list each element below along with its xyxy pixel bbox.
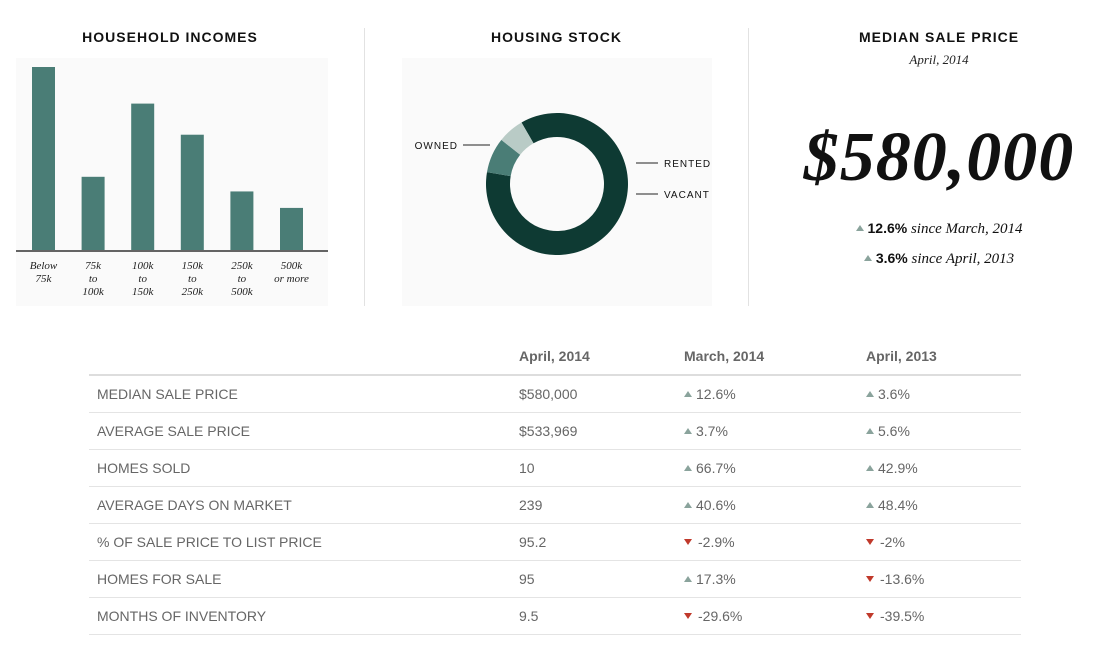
down-arrow-icon bbox=[684, 539, 692, 545]
cell-april-2014: $580,000 bbox=[519, 375, 684, 413]
change-value: 5.6% bbox=[878, 423, 910, 439]
change-value: 42.9% bbox=[878, 460, 918, 476]
household-incomes-title: HOUSEHOLD INCOMES bbox=[82, 29, 258, 45]
income-tick-label: 250k to 500k bbox=[231, 260, 254, 298]
change-value: 3.6% bbox=[878, 386, 910, 402]
cell-march-2014: 66.7% bbox=[684, 449, 866, 487]
down-arrow-icon bbox=[866, 539, 874, 545]
up-arrow-icon bbox=[684, 502, 692, 508]
cell-april-2013: 42.9% bbox=[866, 449, 1021, 487]
cell-april-2013: 48.4% bbox=[866, 486, 1021, 524]
up-arrow-icon bbox=[684, 428, 692, 434]
cell-march-2014: -2.9% bbox=[684, 523, 866, 561]
change-value: -2.9% bbox=[698, 534, 735, 550]
change-value: 12.6% bbox=[867, 220, 908, 236]
column-header-april-2013: April, 2013 bbox=[866, 338, 1021, 376]
down-arrow-icon bbox=[866, 613, 874, 619]
median-sale-price-date: April, 2014 bbox=[909, 52, 969, 67]
up-arrow-icon bbox=[866, 428, 874, 434]
change-value: -39.5% bbox=[880, 608, 925, 624]
cell-march-2014: -29.6% bbox=[684, 597, 866, 635]
change-value: 40.6% bbox=[696, 497, 736, 513]
table-row: AVERAGE SALE PRICE $533,969 3.7% 5.6% bbox=[89, 412, 1021, 450]
cell-april-2013: 3.6% bbox=[866, 375, 1021, 413]
row-label: HOMES FOR SALE bbox=[89, 560, 519, 598]
median-sale-price-title: MEDIAN SALE PRICE bbox=[858, 29, 1020, 45]
change-value: 17.3% bbox=[696, 571, 736, 587]
change-value: -29.6% bbox=[698, 608, 743, 624]
up-arrow-icon bbox=[684, 465, 692, 471]
up-arrow-icon bbox=[863, 255, 872, 261]
row-label: HOMES SOLD bbox=[89, 449, 519, 487]
change-value: 12.6% bbox=[696, 386, 736, 402]
income-bar bbox=[280, 207, 303, 250]
table-row: MONTHS OF INVENTORY 9.5 -29.6% -39.5% bbox=[89, 597, 1021, 635]
table-row: % OF SALE PRICE TO LIST PRICE 95.2 -2.9% -2… bbox=[89, 523, 1021, 561]
change-value: 3.7% bbox=[696, 423, 728, 439]
change-value: 3.6% bbox=[875, 250, 908, 266]
up-arrow-icon bbox=[866, 391, 874, 397]
table-row: HOMES FOR SALE 95 17.3% -13.6% bbox=[89, 560, 1021, 598]
up-arrow-icon bbox=[866, 502, 874, 508]
table-row: MEDIAN SALE PRICE $580,000 12.6% 3.6% bbox=[89, 375, 1021, 413]
median-change-yearly: 3.6% since April, 2013 bbox=[750, 250, 1118, 268]
income-tick-label: Below 75k bbox=[30, 260, 58, 285]
up-arrow-icon bbox=[684, 576, 692, 582]
up-arrow-icon bbox=[684, 391, 692, 397]
cell-april-2013: -13.6% bbox=[866, 560, 1021, 598]
column-header-april-2014: April, 2014 bbox=[519, 338, 684, 376]
cell-april-2013: 5.6% bbox=[866, 412, 1021, 450]
income-bar bbox=[81, 176, 105, 250]
cell-march-2014: 12.6% bbox=[684, 375, 866, 413]
change-text: since April, 2013 bbox=[911, 251, 1015, 267]
income-bar bbox=[230, 191, 254, 250]
median-change-monthly: 12.6% since March, 2014 bbox=[750, 220, 1118, 238]
cell-march-2014: 3.7% bbox=[684, 412, 866, 450]
down-arrow-icon bbox=[866, 576, 874, 582]
up-arrow-icon bbox=[866, 465, 874, 471]
row-label: MEDIAN SALE PRICE bbox=[89, 375, 519, 413]
income-chart-background bbox=[16, 58, 328, 306]
cell-april-2014: 9.5 bbox=[519, 597, 684, 635]
cell-april-2014: 95 bbox=[519, 560, 684, 598]
change-value: -2% bbox=[880, 534, 905, 550]
cell-april-2014: 95.2 bbox=[519, 523, 684, 561]
income-tick-label: 150k to 250k bbox=[182, 260, 205, 298]
income-tick-label: 100k to 150k bbox=[132, 260, 155, 298]
housing-chart-background bbox=[402, 58, 712, 306]
column-header-march-2014: March, 2014 bbox=[684, 338, 866, 376]
panel-divider bbox=[748, 28, 749, 306]
row-label: AVERAGE DAYS ON MARKET bbox=[89, 486, 519, 524]
income-tick-label: 75k to 100k bbox=[82, 260, 105, 298]
stats-table: April, 2014 March, 2014 April, 2013 MEDI… bbox=[89, 338, 1021, 635]
panel-divider bbox=[364, 28, 365, 306]
cell-march-2014: 17.3% bbox=[684, 560, 866, 598]
housing-stock-title: HOUSING STOCK bbox=[491, 29, 622, 45]
change-value: -13.6% bbox=[880, 571, 925, 587]
income-bar bbox=[180, 134, 204, 250]
table-row: HOMES SOLD 10 66.7% 42.9% bbox=[89, 449, 1021, 487]
table-header-row: April, 2014 March, 2014 April, 2013 bbox=[89, 338, 1021, 376]
cell-april-2013: -39.5% bbox=[866, 597, 1021, 635]
change-value: 66.7% bbox=[696, 460, 736, 476]
row-label: MONTHS OF INVENTORY bbox=[89, 597, 519, 635]
down-arrow-icon bbox=[684, 613, 692, 619]
row-label: AVERAGE SALE PRICE bbox=[89, 412, 519, 450]
cell-april-2014: 10 bbox=[519, 449, 684, 487]
table-row: AVERAGE DAYS ON MARKET 239 40.6% 48.4% bbox=[89, 486, 1021, 524]
change-text: since March, 2014 bbox=[910, 221, 1023, 237]
cell-april-2013: -2% bbox=[866, 523, 1021, 561]
cell-april-2014: 239 bbox=[519, 486, 684, 524]
income-bar bbox=[32, 67, 55, 250]
cell-march-2014: 40.6% bbox=[684, 486, 866, 524]
up-arrow-icon bbox=[855, 225, 864, 231]
change-value: 48.4% bbox=[878, 497, 918, 513]
income-bar bbox=[131, 103, 155, 250]
income-tick-label: 500k or more bbox=[274, 260, 309, 285]
cell-april-2014: $533,969 bbox=[519, 412, 684, 450]
household-incomes-chart: Below 75k 75k to 100k 100k to 150k 150k to 250k 250… bbox=[16, 67, 328, 298]
row-label: % OF SALE PRICE TO LIST PRICE bbox=[89, 523, 519, 561]
median-price-value: $580,000 bbox=[803, 119, 1075, 196]
column-header-label bbox=[89, 338, 519, 376]
